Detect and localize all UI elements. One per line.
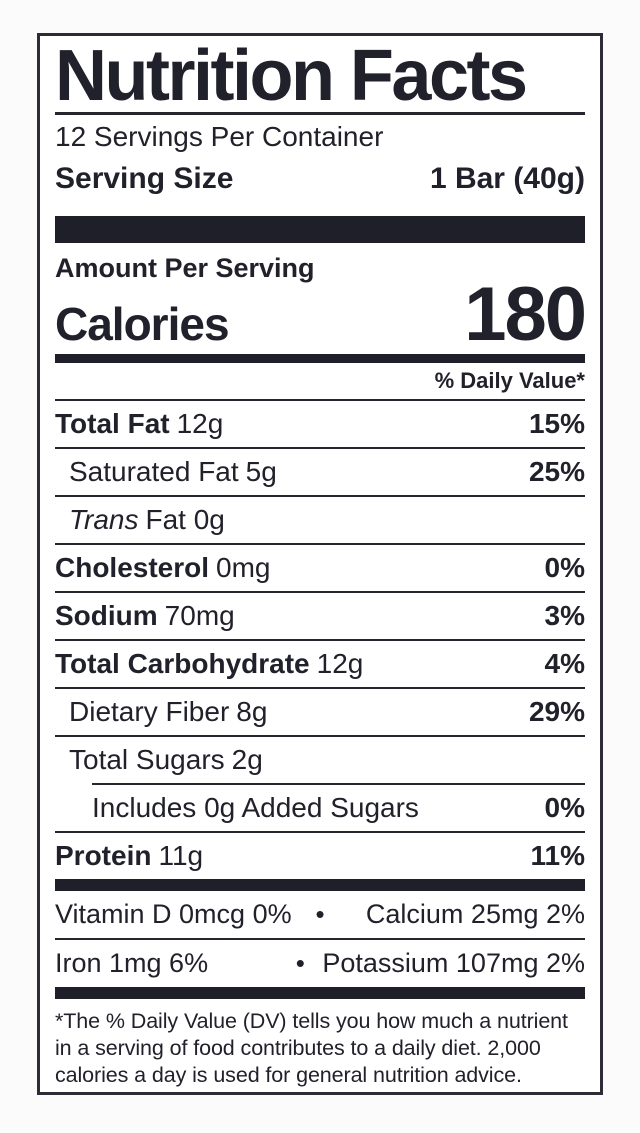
nutrient-amount: 11g [158,840,204,871]
nutrient-row-trans-fat: Trans Fat 0g [55,497,585,543]
nutrient-name: Total Fat [55,408,170,439]
nutrient-row-dietary-fiber: Dietary Fiber 8g 29% [55,689,585,735]
nutrient-amount: 70mg [164,600,235,631]
serving-size-label: Serving Size [55,162,234,195]
nutrient-dv: 4% [544,648,585,679]
nutrient-row-sodium: Sodium 70mg 3% [55,593,585,639]
daily-value-footnote: *The % Daily Value (DV) tells you how mu… [55,1009,568,1087]
calories-row: Calories 180 [55,272,587,357]
nutrient-dv: 25% [528,456,585,487]
calories-value: 180 [464,272,587,357]
servings-per-container: 12 Servings Per Container [55,121,384,152]
divider [55,831,585,833]
nutrition-facts-label: Nutrition Facts 12 Servings Per Containe… [37,33,603,1095]
divider [55,543,585,545]
nutrient-name: Dietary Fiber [69,696,230,727]
nutrient-amount: 12g [176,408,224,439]
divider [55,938,585,940]
thick-bar-top [55,216,585,243]
nutrient-name: Total Carbohydrate [55,648,310,679]
nutrient-row-total-carbohydrate: Total Carbohydrate 12g 4% [55,641,585,687]
nutrient-row-cholesterol: Cholesterol 0mg 0% [55,545,585,591]
nutrient-name: Saturated Fat [69,456,239,487]
nutrient-row-saturated-fat: Saturated Fat 5g 25% [55,449,585,495]
nutrient-dv: 3% [544,600,585,631]
nutrient-dv: 29% [528,696,585,727]
nutrient-amount: 2g [231,744,263,775]
bullet-separator: • [295,948,305,978]
nutrient-name: Total Sugars [69,744,225,775]
micronutrient-right: Calcium 25mg 2% [365,899,585,929]
bullet-separator: • [315,899,325,929]
calories-label: Calories [55,298,230,350]
amount-per-serving-label: Amount Per Serving [55,253,315,283]
divider [55,447,585,449]
micronutrient-left: Vitamin D 0mcg 0% [55,899,292,929]
nutrient-name: Sodium [55,600,158,631]
divider [55,591,585,593]
nutrient-name: Protein [55,840,152,871]
micronutrient-row-iron-potassium: Iron 1mg 6% • Potassium 107mg 2% [55,940,585,987]
nutrient-dv: 11% [530,840,586,871]
nutrition-facts-title: Nutrition Facts [55,36,528,116]
divider-under-title [55,112,585,115]
thick-bar-above-footnote [55,987,585,999]
nutrient-row-added-sugars: Includes 0g Added Sugars 0% [55,785,585,831]
nutrient-dv: 15% [528,408,585,439]
nutrient-amount: 12g [316,648,364,679]
divider [55,399,585,401]
nutrient-dv: 0% [544,552,585,583]
micronutrient-left: Iron 1mg 6% [55,948,209,978]
nutrient-amount: 8g [236,696,268,727]
micronutrient-row-vitamind-calcium: Vitamin D 0mcg 0% • Calcium 25mg 2% [55,891,585,938]
nutrient-amount: 0mg [216,552,271,583]
serving-size-row: Serving Size 1 Bar (40g) [55,157,585,201]
micronutrient-right: Potassium 107mg 2% [322,948,585,978]
divider [55,687,585,689]
nutrient-name: Cholesterol [55,552,210,583]
serving-size-value: 1 Bar (40g) [429,162,585,195]
divider [55,735,585,737]
nutrient-amount: 5g [245,456,277,487]
nutrient-name: Includes 0g Added Sugars [92,792,419,823]
daily-value-header: % Daily Value* [434,368,585,393]
thick-bar-under-protein [55,879,585,891]
medium-bar-under-calories [55,354,585,363]
nutrient-name: Trans [69,504,139,535]
divider [55,495,585,497]
nutrient-row-protein: Protein 11g 11% [55,833,585,879]
nutrient-dv: 0% [544,792,585,823]
nutrient-amount: Fat 0g [145,504,225,535]
divider-indented [92,783,585,785]
nutrient-row-total-sugars: Total Sugars 2g [55,737,585,783]
nutrient-row-total-fat: Total Fat 12g 15% [55,401,585,447]
divider [55,639,585,641]
